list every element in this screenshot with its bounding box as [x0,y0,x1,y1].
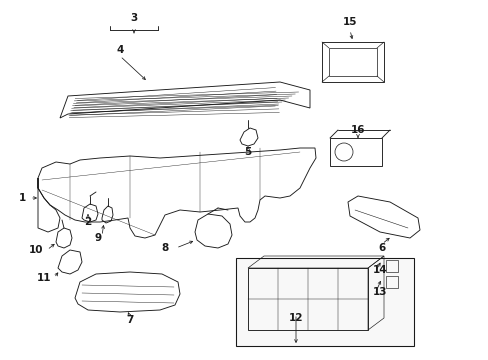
Text: 13: 13 [372,287,386,297]
Text: 16: 16 [350,125,365,135]
Text: 14: 14 [372,265,386,275]
Text: 11: 11 [37,273,51,283]
Bar [385,260,397,272]
Bar [236,258,413,346]
Text: 5: 5 [244,147,251,157]
Text: 10: 10 [29,245,43,255]
Text: 3: 3 [130,13,137,23]
Text: 7: 7 [126,315,133,325]
Text: 9: 9 [94,233,102,243]
Text: 15: 15 [342,17,357,27]
Text: 8: 8 [161,243,168,253]
Text: 12: 12 [288,313,303,323]
Text: 6: 6 [378,243,385,253]
Text: 2: 2 [84,217,91,227]
Bar [385,276,397,288]
Text: 4: 4 [116,45,123,55]
Text: 1: 1 [19,193,25,203]
